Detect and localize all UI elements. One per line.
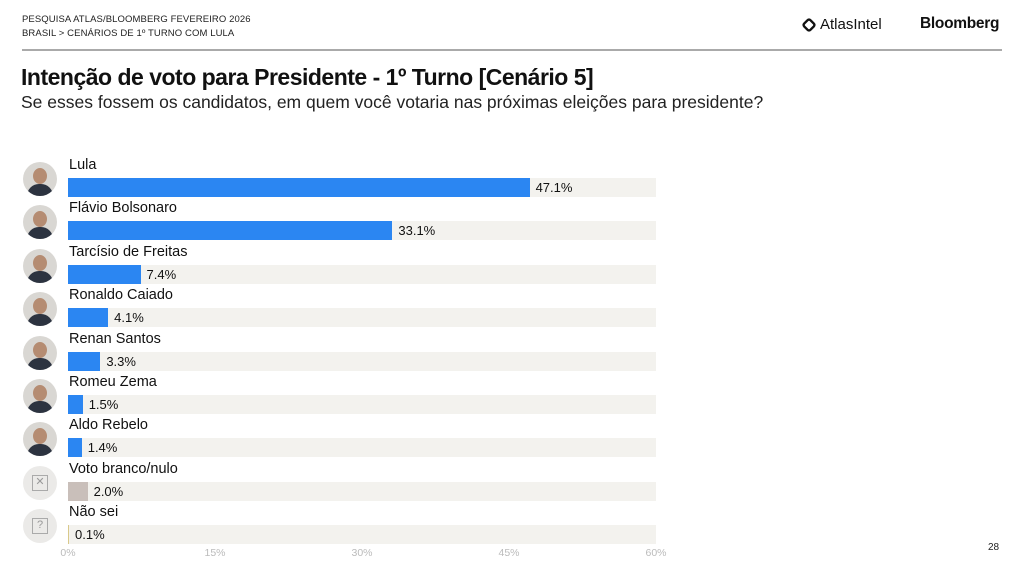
category-label: Romeu Zema bbox=[69, 374, 157, 390]
avatar-head bbox=[33, 298, 47, 315]
avatar-body bbox=[27, 401, 53, 413]
data-label: 1.4% bbox=[87, 440, 118, 456]
data-label: 4.1% bbox=[114, 310, 144, 326]
x-box-icon: ✕ bbox=[23, 465, 57, 500]
breadcrumb: BRASIL > CENÁRIOS DE 1º TURNO COM LULA bbox=[22, 28, 235, 39]
bar bbox=[68, 178, 530, 197]
header-divider bbox=[22, 49, 1002, 51]
chart-row: Ronaldo Caiado 4.1% bbox=[0, 287, 680, 340]
avatar-head bbox=[33, 428, 47, 445]
bar-track bbox=[68, 221, 656, 241]
question-box-icon-glyph: ? bbox=[32, 518, 48, 535]
page-number: 28 bbox=[988, 542, 1000, 553]
chart-subtitle: Se esses fossem os candidatos, em quem v… bbox=[21, 92, 764, 112]
avatar-head bbox=[33, 168, 47, 184]
bar-track bbox=[68, 264, 656, 284]
x-tick-label: 30% bbox=[351, 547, 373, 559]
chart-row: Aldo Rebelo 1.4% bbox=[0, 417, 680, 470]
bar-track bbox=[68, 351, 656, 371]
avatar-body bbox=[27, 184, 53, 196]
chart-row: ✕ Voto branco/nulo 2.0% bbox=[0, 461, 680, 514]
candidate-avatar bbox=[23, 335, 57, 370]
category-label: Renan Santos bbox=[69, 330, 161, 347]
x-tick-label: 45% bbox=[498, 547, 520, 559]
bar bbox=[68, 264, 141, 284]
data-label: 0.1% bbox=[75, 527, 105, 543]
chart-title: Intenção de voto para Presidente - 1º Tu… bbox=[21, 64, 594, 90]
x-box-icon-glyph: ✕ bbox=[32, 474, 48, 491]
category-label: Lula bbox=[69, 157, 97, 173]
chart-row: Lula 47.1% bbox=[0, 157, 680, 210]
avatar-head bbox=[33, 211, 47, 228]
bloomberg-logo: Bloomberg bbox=[920, 15, 1000, 32]
x-tick-label: 0% bbox=[60, 547, 76, 559]
avatar-body bbox=[27, 270, 53, 283]
avatar-head bbox=[33, 341, 47, 358]
category-label: Flávio Bolsonaro bbox=[69, 200, 177, 217]
bar bbox=[68, 481, 88, 501]
category-label: Aldo Rebelo bbox=[69, 417, 148, 434]
question-box-icon: ? bbox=[23, 509, 57, 544]
data-label: 47.1% bbox=[535, 180, 573, 195]
category-label: Não sei bbox=[69, 504, 119, 521]
x-tick-label: 15% bbox=[204, 547, 226, 559]
bar-track bbox=[68, 178, 656, 197]
chart-row: Tarcísio de Freitas 7.4% bbox=[0, 244, 680, 297]
avatar-body bbox=[27, 444, 53, 457]
category-label: Ronaldo Caiado bbox=[69, 287, 173, 304]
bar bbox=[68, 351, 101, 371]
data-label: 1.5% bbox=[88, 397, 119, 412]
candidate-avatar bbox=[23, 248, 57, 283]
bar-track bbox=[68, 438, 656, 458]
data-label: 2.0% bbox=[93, 483, 124, 499]
bar-track bbox=[68, 395, 656, 414]
x-tick-label: 60% bbox=[645, 547, 667, 559]
candidate-avatar bbox=[23, 422, 57, 457]
category-label: Tarcísio de Freitas bbox=[69, 243, 188, 260]
candidate-avatar bbox=[23, 292, 57, 327]
candidate-avatar bbox=[23, 379, 57, 413]
atlasintel-logo: AtlasIntel bbox=[801, 16, 882, 33]
chart-row: Renan Santos 3.3% bbox=[0, 331, 680, 384]
avatar-body bbox=[27, 357, 53, 370]
candidate-avatar bbox=[23, 162, 57, 196]
survey-header: PESQUISA ATLAS/BLOOMBERG FEVEREIRO 2026 bbox=[22, 14, 251, 25]
avatar-body bbox=[27, 227, 53, 240]
data-label: 7.4% bbox=[146, 266, 177, 282]
bar bbox=[68, 308, 109, 328]
bar bbox=[68, 221, 393, 241]
bar bbox=[68, 438, 82, 458]
data-label: 33.1% bbox=[398, 223, 436, 239]
bar-track bbox=[68, 525, 656, 545]
candidate-avatar bbox=[23, 205, 57, 240]
chart-row: ? Não sei 0.1% bbox=[0, 504, 680, 557]
avatar-head bbox=[33, 385, 47, 401]
avatar-body bbox=[27, 314, 53, 327]
category-label: Voto branco/nulo bbox=[69, 460, 178, 477]
avatar-head bbox=[33, 254, 47, 271]
bar-track bbox=[68, 481, 656, 501]
atlas-diamond-icon bbox=[801, 16, 817, 33]
bar-track bbox=[68, 308, 656, 328]
chart-row: Flávio Bolsonaro 33.1% bbox=[0, 200, 680, 253]
data-label: 3.3% bbox=[106, 353, 136, 369]
bar bbox=[68, 525, 69, 545]
chart-row: Romeu Zema 1.5% bbox=[0, 374, 680, 427]
bar bbox=[68, 395, 83, 414]
atlas-logo-text: AtlasIntel bbox=[820, 16, 882, 33]
